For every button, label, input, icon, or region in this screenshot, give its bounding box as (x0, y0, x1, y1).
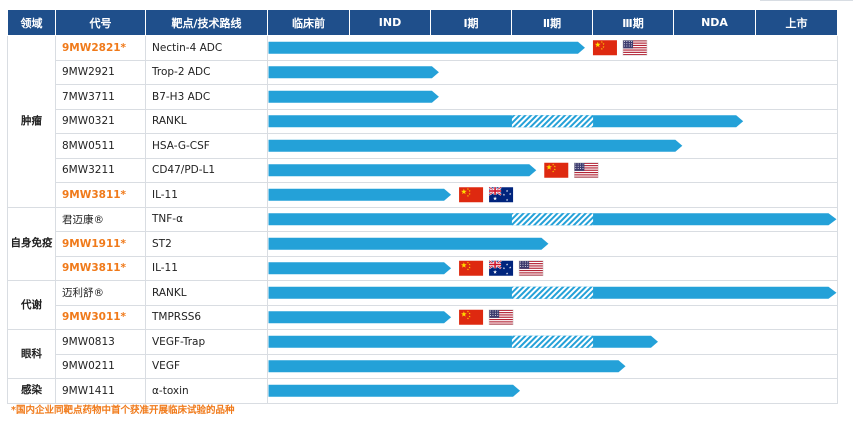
program-code: 9MW0211 (55, 353, 146, 379)
header-row: 领域 代号 靶点/技术路线 临床前 IND Ⅰ期 Ⅱ期 Ⅲ期 NDA 上市 (7, 9, 838, 36)
target-cell: RANKL (145, 280, 268, 306)
header-phase-ind: IND (349, 9, 431, 36)
progress-cell (267, 329, 838, 355)
table-row: 眼科 9MW0813 VEGF-Trap (7, 329, 838, 379)
header-code: 代号 (55, 9, 146, 36)
program-code: 9MW0321 (55, 108, 146, 134)
table-row: 感染 9MW1411 α-toxin (7, 378, 838, 404)
table-row: 7MW3711 B7-H3 ADC (8, 84, 838, 110)
area-cell: 肿瘤 (7, 35, 56, 208)
target-cell: α-toxin (145, 378, 268, 404)
table-row: 9MW3811* IL-11 (8, 255, 838, 281)
target-cell: VEGF (145, 353, 268, 379)
header-area: 领域 (7, 9, 56, 36)
table-row: 9MW1911* ST2 (8, 231, 838, 257)
header-phase-nda: NDA (673, 9, 756, 36)
program-code: 6MW3211 (55, 157, 146, 183)
pipeline-table: 领域 代号 靶点/技术路线 临床前 IND Ⅰ期 Ⅱ期 Ⅲ期 NDA 上市 肿瘤… (7, 9, 838, 404)
target-cell: VEGF-Trap (145, 329, 268, 355)
table-row: 9MW0321 RANKL (8, 108, 838, 134)
target-cell: Nectin-4 ADC (145, 35, 268, 61)
target-cell: HSA-G-CSF (145, 133, 268, 159)
table-row: 9MW2921 Trop-2 ADC (8, 59, 838, 85)
table-row: 6MW3211 CD47/PD-L1 (8, 157, 838, 183)
target-cell: RANKL (145, 108, 268, 134)
progress-cell (267, 378, 838, 404)
target-cell: TMPRSS6 (145, 304, 268, 330)
progress-cell (267, 304, 838, 330)
progress-cell (267, 59, 838, 85)
header-phase-market: 上市 (755, 9, 838, 36)
progress-cell (267, 157, 838, 183)
progress-cell (267, 35, 838, 61)
target-cell: Trop-2 ADC (145, 59, 268, 85)
header-phase-preclinical: 临床前 (267, 9, 350, 36)
table-row: 代谢 迈利舒® RANKL (7, 280, 838, 330)
table-row: 9MW3811* IL-11 (8, 182, 838, 208)
program-code: 9MW1411 (55, 378, 146, 404)
progress-cell (267, 108, 838, 134)
table-row: 9MW0211 VEGF (8, 353, 838, 379)
progress-cell (267, 353, 838, 379)
target-cell: B7-H3 ADC (145, 84, 268, 110)
progress-cell (267, 231, 838, 257)
progress-cell (267, 206, 838, 232)
header-phase-3: Ⅲ期 (592, 9, 674, 36)
top-rule (760, 0, 853, 1)
program-code: 迈利舒® (55, 280, 146, 306)
area-cell: 自身免疫 (7, 206, 56, 281)
target-cell: TNF-α (145, 206, 268, 232)
program-code: 7MW3711 (55, 84, 146, 110)
table-row: 8MW0511 HSA-G-CSF (8, 133, 838, 159)
progress-cell (267, 280, 838, 306)
progress-cell (267, 255, 838, 281)
program-code: 9MW2921 (55, 59, 146, 85)
progress-cell (267, 133, 838, 159)
area-cell: 代谢 (7, 280, 56, 330)
program-code: 君迈康® (55, 206, 146, 232)
program-code: 9MW3811* (55, 255, 146, 281)
table-row: 9MW3011* TMPRSS6 (8, 304, 838, 330)
program-code: 9MW1911* (55, 231, 146, 257)
program-code: 9MW0813 (55, 329, 146, 355)
program-code: 9MW3011* (55, 304, 146, 330)
program-code: 9MW3811* (55, 182, 146, 208)
table-row: 肿瘤 9MW2821* Nectin-4 ADC (7, 35, 838, 208)
header-target: 靶点/技术路线 (145, 9, 268, 36)
table-row: 自身免疫 君迈康® TNF-α (7, 206, 838, 281)
target-cell: ST2 (145, 231, 268, 257)
area-cell: 感染 (7, 378, 56, 404)
area-cell: 眼科 (7, 329, 56, 379)
progress-cell (267, 182, 838, 208)
program-code: 8MW0511 (55, 133, 146, 159)
target-cell: CD47/PD-L1 (145, 157, 268, 183)
header-phase-2: Ⅱ期 (511, 9, 593, 36)
target-cell: IL-11 (145, 182, 268, 208)
progress-cell (267, 84, 838, 110)
footnote: *国内企业同靶点药物中首个获准开展临床试验的品种 (11, 405, 235, 416)
target-cell: IL-11 (145, 255, 268, 281)
program-code: 9MW2821* (55, 35, 146, 61)
header-phase-1: Ⅰ期 (430, 9, 512, 36)
